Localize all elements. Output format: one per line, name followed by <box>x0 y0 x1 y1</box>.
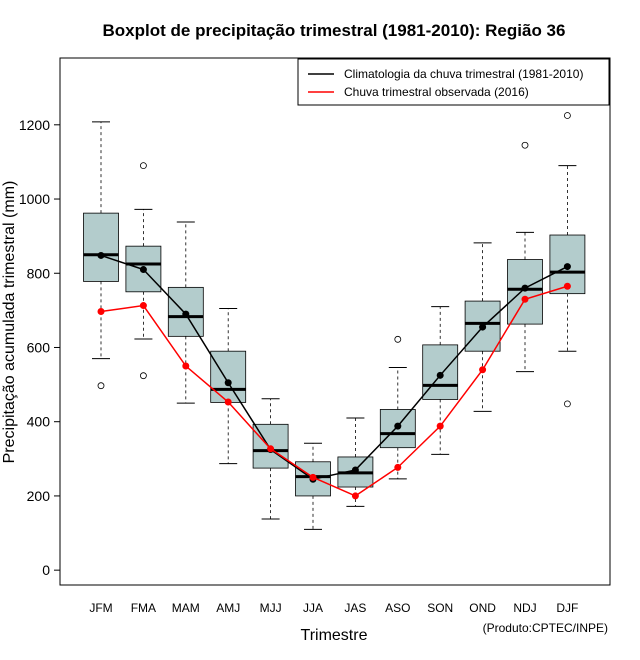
iqr-box <box>210 350 247 403</box>
observed-point-jas <box>351 492 359 500</box>
outlier-point <box>139 162 147 170</box>
legend-box <box>297 58 610 106</box>
climatology-point-ond <box>479 323 487 331</box>
y-axis: 0 200 400 600 800 1000 1200 <box>19 117 61 578</box>
climatology-point-djf <box>563 263 571 271</box>
box-amj <box>210 308 247 465</box>
legend: Climatologia da chuva trimestral (1981-2… <box>297 58 610 106</box>
x-tick-label-ond: OND <box>469 601 496 615</box>
outlier-point <box>97 382 105 390</box>
legend-observed-label: Chuva trimestral observada (2016) <box>344 85 529 99</box>
box-son <box>422 306 459 455</box>
outlier-point <box>564 400 571 408</box>
y-tick-label: 1000 <box>19 191 50 207</box>
boxes-group <box>83 112 586 530</box>
climatology-point-mam <box>182 310 190 318</box>
x-tick-label-son: SON <box>427 601 453 615</box>
x-tick-label-djf: DJF <box>556 601 578 615</box>
x-tick-label-fma: FMA <box>131 601 156 615</box>
climatology-point-aso <box>394 422 402 430</box>
x-tick-label-mam: MAM <box>172 601 200 615</box>
box-jja <box>295 442 331 530</box>
outlier-point <box>139 372 147 380</box>
observed-point-djf <box>563 282 571 290</box>
observed-point-son <box>436 422 444 430</box>
x-axis-label: Trimestre <box>301 627 368 644</box>
x-axis: JFM FMA MAM AMJ MJJ JJA JAS ASO SON OND NDJ DJF <box>89 601 578 615</box>
y-tick-label: 0 <box>42 562 50 578</box>
climatology-line <box>100 254 568 481</box>
iqr-box <box>83 212 119 282</box>
y-axis-label: Precipitação acumulada trimestral (mm) <box>1 181 18 464</box>
x-tick-label-amj: AMJ <box>216 601 240 615</box>
observed-point-mam <box>182 362 190 370</box>
credit-text: (Produto:CPTEC/INPE) <box>483 621 608 635</box>
series-lines-group <box>97 251 571 500</box>
y-tick-label: 400 <box>27 414 51 430</box>
climatology-point-fma <box>139 266 147 274</box>
x-tick-label-jas: JAS <box>344 601 366 615</box>
box-ndj <box>507 141 543 373</box>
observed-point-ond <box>479 366 487 374</box>
x-tick-label-jfm: JFM <box>89 601 112 615</box>
observed-line <box>100 285 568 497</box>
y-tick-label: 200 <box>27 488 51 504</box>
climatology-point-jas <box>351 466 359 474</box>
iqr-box <box>507 259 543 325</box>
outlier-point <box>394 335 402 343</box>
observed-point-aso <box>394 463 402 471</box>
x-tick-label-aso: ASO <box>385 601 410 615</box>
x-tick-label-ndj: NDJ <box>513 601 536 615</box>
climatology-point-jfm <box>97 251 105 259</box>
observed-point-ndj <box>521 295 529 303</box>
observed-point-jja <box>309 473 317 481</box>
observed-point-fma <box>139 302 147 310</box>
box-djf <box>549 112 586 408</box>
y-tick-label: 1200 <box>19 117 50 133</box>
outlier-point <box>564 112 571 119</box>
observed-point-jfm <box>97 307 105 315</box>
x-tick-label-jja: JJA <box>303 601 323 615</box>
observed-point-amj <box>224 398 232 406</box>
y-tick-label: 800 <box>27 265 51 281</box>
y-tick-label: 600 <box>27 339 51 355</box>
x-tick-label-mjj: MJJ <box>260 601 282 615</box>
climatology-point-ndj <box>521 284 529 292</box>
box-jfm <box>83 121 119 390</box>
observed-point-mjj <box>267 445 275 453</box>
climatology-point-amj <box>224 379 232 387</box>
legend-climatology-label: Climatologia da chuva trimestral (1981-2… <box>344 67 583 81</box>
outlier-point <box>521 141 529 149</box>
chart-title: Boxplot de precipitação trimestral (1981… <box>103 21 566 40</box>
box-aso <box>379 335 416 480</box>
climatology-point-son <box>436 371 444 379</box>
